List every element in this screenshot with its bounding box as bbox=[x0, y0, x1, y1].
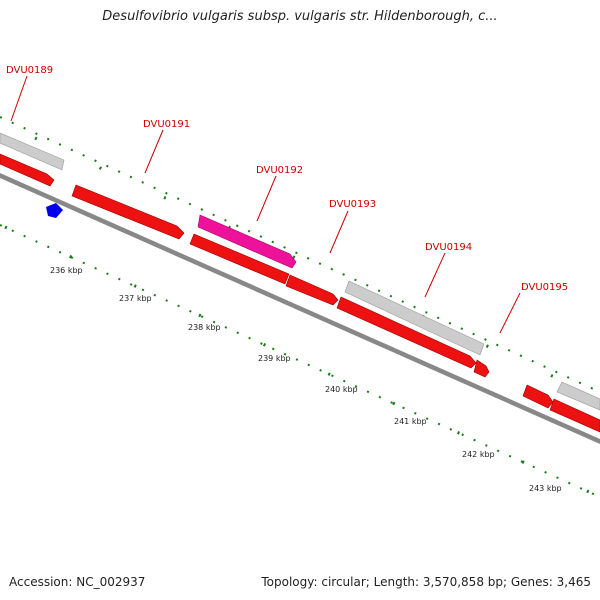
gene-label-dvu0194[interactable]: DVU0194 bbox=[425, 242, 472, 253]
gene-red-8[interactable] bbox=[549, 398, 600, 433]
kbp-label-236: 236 kbp bbox=[50, 266, 83, 275]
kbp-label-242: 242 kbp bbox=[462, 450, 495, 459]
gene-dvu0191[interactable] bbox=[71, 184, 185, 240]
gene-label-dvu0192[interactable]: DVU0192 bbox=[256, 165, 303, 176]
outer-tick-ring bbox=[0, 116, 600, 400]
gene-dvu0193[interactable] bbox=[285, 274, 339, 306]
gene-label-dvu0189[interactable]: DVU0189 bbox=[6, 65, 53, 76]
gene-label-dvu0193[interactable]: DVU0193 bbox=[329, 199, 376, 210]
kbp-label-243: 243 kbp bbox=[529, 484, 562, 493]
gene-red-3[interactable] bbox=[189, 233, 290, 285]
gene-labels: DVU0189 DVU0191 DVU0192 DVU0193 DVU0194 … bbox=[6, 65, 568, 293]
label-leader-lines bbox=[10, 75, 521, 334]
gene-dvu0195[interactable] bbox=[522, 384, 554, 409]
blue-feature-marker[interactable] bbox=[46, 203, 63, 218]
gene-dvu0194[interactable] bbox=[344, 280, 485, 356]
kbp-label-239: 239 kbp bbox=[258, 354, 291, 363]
kbp-label-240: 240 kbp bbox=[325, 385, 358, 394]
kbp-label-237: 237 kbp bbox=[119, 294, 152, 303]
gene-red-5[interactable] bbox=[336, 296, 477, 369]
gene-red-1[interactable] bbox=[0, 153, 55, 187]
genome-backbone bbox=[0, 173, 600, 444]
genome-title: Desulfovibrio vulgaris subsp. vulgaris s… bbox=[102, 9, 498, 24]
accession-text: Accession: NC_002937 bbox=[9, 575, 146, 589]
kbp-label-238: 238 kbp bbox=[188, 323, 221, 332]
inner-tick-ring bbox=[0, 224, 600, 499]
gene-dvu0189[interactable] bbox=[0, 132, 65, 171]
genome-summary-text: Topology: circular; Length: 3,570,858 bp… bbox=[261, 575, 591, 589]
gene-gray-right[interactable] bbox=[556, 381, 600, 411]
gene-label-dvu0195[interactable]: DVU0195 bbox=[521, 282, 568, 293]
kbp-scale-labels: 236 kbp 237 kbp 238 kbp 239 kbp 240 kbp … bbox=[50, 266, 562, 493]
gene-dvu0192[interactable] bbox=[197, 214, 297, 269]
gene-label-dvu0191[interactable]: DVU0191 bbox=[143, 119, 190, 130]
gene-red-6[interactable] bbox=[473, 359, 490, 378]
kbp-label-241: 241 kbp bbox=[394, 417, 427, 426]
